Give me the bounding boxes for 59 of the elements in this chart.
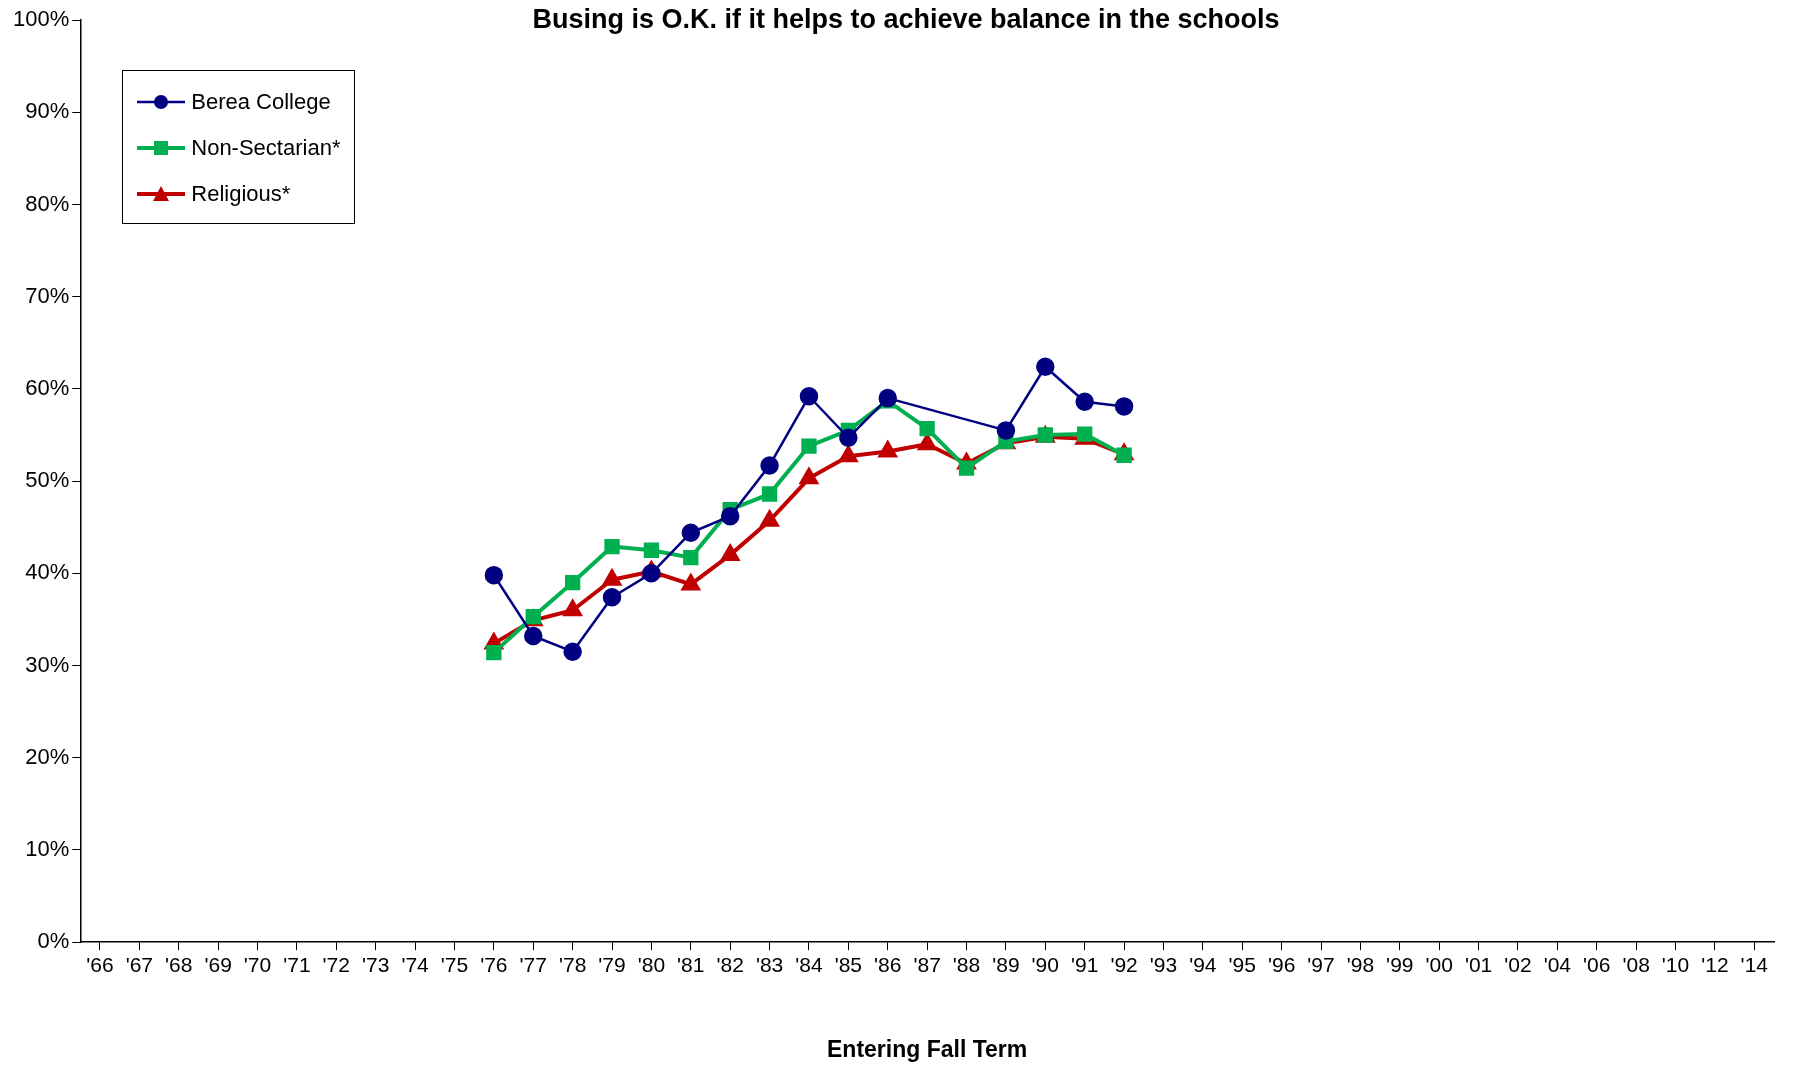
x-tick-label: '85 (834, 952, 863, 976)
x-tick-label: '12 (1701, 952, 1729, 976)
x-tick-label: '01 (1464, 952, 1493, 976)
x-tick-label: '99 (1386, 952, 1414, 976)
y-tick-label: 40% (25, 559, 70, 585)
x-tick-label: '76 (480, 952, 508, 976)
x-axis-title: Entering Fall Term (827, 1035, 1028, 1062)
x-tick-label: '75 (440, 952, 469, 976)
x-tick-label: '88 (952, 952, 981, 976)
y-tick-label: 90% (25, 98, 70, 124)
legend-label: Berea College (191, 89, 331, 115)
x-tick-label: '73 (362, 952, 390, 976)
x-tick-label: '90 (1031, 952, 1059, 976)
x-tick-label: '84 (795, 952, 823, 976)
y-tick-label: 100% (12, 6, 70, 32)
x-tick-label: '04 (1543, 952, 1572, 976)
x-tick-label: '77 (519, 952, 547, 976)
y-tick-label: 20% (25, 743, 70, 769)
x-tick-label: '68 (165, 952, 193, 976)
y-tick-label: 10% (25, 836, 70, 862)
chart-title: Busing is O.K. if it helps to achieve balance in the schools (532, 4, 1280, 34)
x-tick-label: '66 (86, 952, 114, 976)
x-tick-label: '96 (1267, 952, 1296, 976)
x-tick-label: '94 (1189, 952, 1217, 976)
x-tick-label: '08 (1622, 952, 1650, 976)
x-tick-label: '79 (598, 952, 626, 976)
x-tick-label: '91 (1071, 952, 1099, 976)
x-tick-label: '92 (1110, 952, 1138, 976)
y-tick-label: 0% (37, 928, 70, 954)
x-tick-label: '97 (1307, 952, 1335, 976)
x-tick-label: '95 (1228, 952, 1256, 976)
x-tick-label: '83 (755, 952, 784, 976)
y-tick-label: 60% (25, 374, 70, 400)
y-tick-label: 80% (25, 190, 70, 216)
x-tick-label: '93 (1149, 952, 1178, 976)
x-tick-label: '82 (716, 952, 744, 976)
y-tick-label: 70% (25, 282, 70, 308)
y-tick-label: 30% (25, 651, 70, 677)
x-tick-label: '72 (322, 952, 350, 976)
x-tick-label: '86 (874, 952, 902, 976)
legend-label: Religious* (191, 181, 291, 207)
y-tick-label: 50% (25, 467, 70, 493)
x-tick-label: '06 (1583, 952, 1611, 976)
x-tick-label: '74 (401, 952, 430, 976)
x-tick-label: '02 (1504, 952, 1532, 976)
x-tick-label: '67 (125, 952, 154, 976)
x-tick-label: '87 (913, 952, 941, 976)
x-tick-label: '10 (1661, 952, 1690, 976)
legend-label: Non-Sectarian* (191, 135, 341, 161)
x-tick-label: '78 (558, 952, 587, 976)
x-tick-label: '69 (204, 952, 232, 976)
x-tick-label: '80 (637, 952, 666, 976)
x-tick-label: '70 (243, 952, 272, 976)
x-tick-label: '00 (1425, 952, 1453, 976)
x-tick-label: '14 (1740, 952, 1769, 976)
x-tick-label: '71 (283, 952, 311, 976)
x-tick-label: '89 (992, 952, 1020, 976)
x-tick-label: '81 (677, 952, 705, 976)
x-tick-label: '98 (1346, 952, 1375, 976)
